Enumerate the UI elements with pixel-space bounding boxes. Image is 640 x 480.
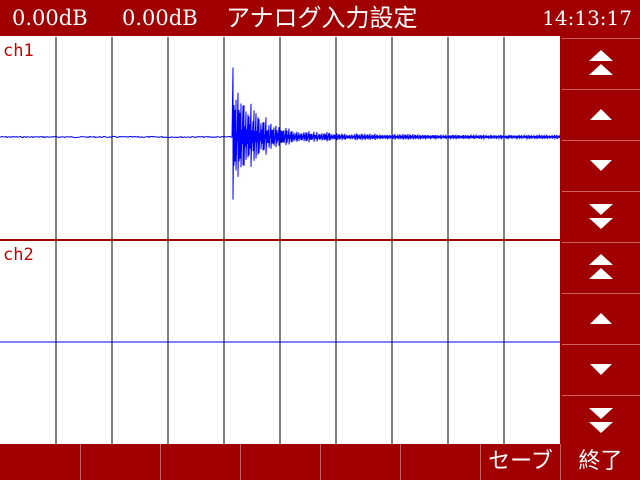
function-button-3[interactable] <box>160 444 240 480</box>
function-button-6[interactable] <box>400 444 480 480</box>
exit-button[interactable]: 終了 <box>560 444 640 480</box>
ch1-scale-up-fast-button[interactable] <box>562 38 640 86</box>
ch2-scale-down-fast-button[interactable] <box>562 395 640 443</box>
function-button-2[interactable] <box>80 444 160 480</box>
ch1-scale-up-button[interactable] <box>562 89 640 137</box>
header-bar: 0.00dB 0.00dB アナログ入力設定 14:13:17 <box>0 0 640 36</box>
ch1-waveform-canvas <box>0 37 560 240</box>
ch1-scale-down-fast-button[interactable] <box>562 191 640 239</box>
up-arrow-icon <box>590 313 612 324</box>
ch1-scale-controls <box>560 36 640 240</box>
double-up-arrow-icon <box>589 254 613 279</box>
ch2-scale-up-fast-button[interactable] <box>562 242 640 290</box>
ch2-waveform-canvas <box>0 241 560 444</box>
function-button-1[interactable] <box>0 444 80 480</box>
ch2-waveform-plot: ch2 <box>0 241 560 444</box>
page-title: アナログ入力設定 <box>226 4 418 32</box>
up-arrow-icon <box>590 109 612 120</box>
ch2-scale-up-button[interactable] <box>562 293 640 341</box>
save-button[interactable]: セーブ <box>480 444 560 480</box>
ch1-level-readout: 0.00dB <box>12 6 88 30</box>
down-arrow-icon <box>590 160 612 171</box>
function-button-4[interactable] <box>240 444 320 480</box>
double-down-arrow-icon <box>589 204 613 229</box>
ch2-scale-down-button[interactable] <box>562 344 640 392</box>
bottom-button-bar: セーブ 終了 <box>0 444 640 480</box>
ch2-scale-controls <box>560 240 640 444</box>
double-up-arrow-icon <box>589 50 613 75</box>
ch1-waveform-trace <box>0 67 560 200</box>
clock: 14:13:17 <box>542 6 632 30</box>
ch2-label: ch2 <box>3 245 34 265</box>
ch1-scale-down-button[interactable] <box>562 140 640 188</box>
function-button-5[interactable] <box>320 444 400 480</box>
down-arrow-icon <box>590 364 612 375</box>
ch2-level-readout: 0.00dB <box>122 6 198 30</box>
channel-divider <box>0 239 560 241</box>
ch1-label: ch1 <box>3 41 34 61</box>
double-down-arrow-icon <box>589 408 613 433</box>
ch1-waveform-plot: ch1 <box>0 37 560 240</box>
